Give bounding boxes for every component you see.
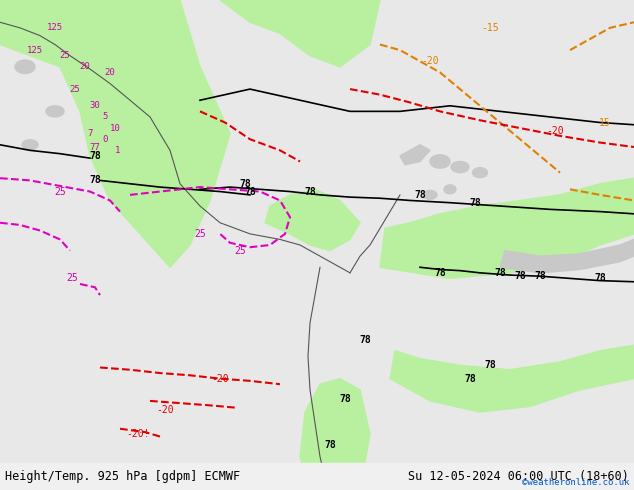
Text: 78: 78 bbox=[239, 179, 251, 189]
Text: 25: 25 bbox=[66, 273, 78, 283]
Text: 1: 1 bbox=[115, 146, 120, 155]
Text: 78: 78 bbox=[534, 271, 546, 281]
Text: 125: 125 bbox=[27, 46, 43, 54]
Ellipse shape bbox=[423, 191, 437, 199]
Text: 78: 78 bbox=[594, 273, 606, 283]
Polygon shape bbox=[380, 178, 634, 278]
Text: 30: 30 bbox=[89, 101, 100, 110]
Text: 7: 7 bbox=[87, 129, 93, 138]
Text: 78: 78 bbox=[244, 187, 256, 196]
Text: -20!: -20! bbox=[126, 429, 150, 440]
Text: 125: 125 bbox=[47, 24, 63, 32]
Polygon shape bbox=[220, 0, 380, 67]
Text: 25: 25 bbox=[194, 229, 206, 239]
Polygon shape bbox=[0, 0, 230, 267]
Ellipse shape bbox=[22, 140, 38, 150]
Text: Height/Temp. 925 hPa [gdpm] ECMWF: Height/Temp. 925 hPa [gdpm] ECMWF bbox=[5, 470, 240, 483]
Text: 78: 78 bbox=[89, 151, 101, 161]
Text: 77: 77 bbox=[89, 143, 100, 151]
Text: 25: 25 bbox=[60, 51, 70, 60]
Text: 78: 78 bbox=[339, 393, 351, 404]
Text: 78: 78 bbox=[89, 175, 101, 185]
Text: 20: 20 bbox=[80, 62, 91, 72]
Text: -20: -20 bbox=[211, 374, 229, 384]
Ellipse shape bbox=[472, 168, 488, 178]
Text: 20: 20 bbox=[105, 68, 115, 77]
Polygon shape bbox=[265, 189, 360, 250]
Text: 78: 78 bbox=[464, 374, 476, 384]
Text: 78: 78 bbox=[414, 190, 426, 200]
Text: -20: -20 bbox=[546, 126, 564, 136]
Ellipse shape bbox=[444, 185, 456, 194]
Text: 25: 25 bbox=[234, 245, 246, 256]
Text: 25: 25 bbox=[70, 85, 81, 94]
Polygon shape bbox=[500, 240, 634, 273]
Text: 78: 78 bbox=[304, 187, 316, 196]
Text: 78: 78 bbox=[434, 268, 446, 278]
Text: 78: 78 bbox=[469, 197, 481, 208]
Text: 78: 78 bbox=[484, 360, 496, 370]
Text: Su 12-05-2024 06:00 UTC (18+60): Su 12-05-2024 06:00 UTC (18+60) bbox=[408, 470, 629, 483]
Ellipse shape bbox=[430, 155, 450, 168]
Text: 78: 78 bbox=[514, 271, 526, 281]
Text: -20: -20 bbox=[421, 56, 439, 66]
Text: 10: 10 bbox=[110, 123, 120, 133]
Text: 78: 78 bbox=[494, 268, 506, 278]
Text: 78: 78 bbox=[339, 472, 351, 482]
Ellipse shape bbox=[15, 60, 35, 74]
Text: 5: 5 bbox=[102, 112, 108, 122]
Text: 78: 78 bbox=[324, 441, 336, 450]
Bar bbox=[0, 463, 634, 490]
Ellipse shape bbox=[46, 106, 64, 117]
Text: -15: -15 bbox=[481, 23, 499, 33]
Text: 25: 25 bbox=[54, 187, 66, 196]
Text: 78: 78 bbox=[359, 335, 371, 344]
Text: 15: 15 bbox=[599, 118, 611, 127]
Text: 0: 0 bbox=[102, 135, 108, 144]
Polygon shape bbox=[300, 379, 370, 490]
Text: -20: -20 bbox=[156, 405, 174, 415]
Ellipse shape bbox=[451, 162, 469, 172]
Polygon shape bbox=[400, 145, 430, 165]
Text: ©weatheronline.co.uk: ©weatheronline.co.uk bbox=[522, 478, 629, 487]
Polygon shape bbox=[390, 345, 634, 412]
